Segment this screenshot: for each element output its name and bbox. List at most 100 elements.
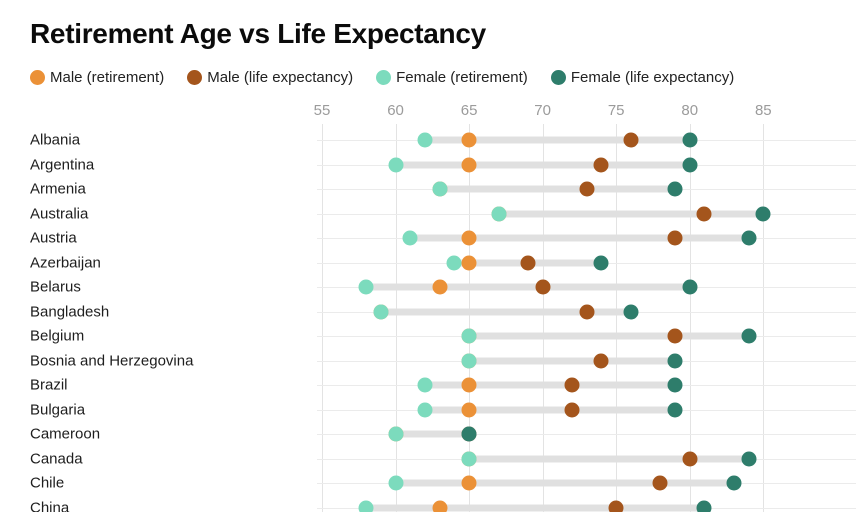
- dot-female-life-expectancy: [461, 426, 477, 442]
- dot-male-life-expectancy: [682, 451, 698, 466]
- dot-male-retirement: [432, 279, 448, 295]
- dot-female-life-expectancy: [696, 500, 712, 512]
- country-label: Bulgaria: [30, 401, 86, 418]
- country-label: Argentina: [30, 156, 95, 173]
- dot-male-life-expectancy: [564, 377, 580, 393]
- dot-female-life-expectancy: [593, 255, 609, 270]
- dot-female-retirement: [388, 475, 404, 491]
- dot-female-life-expectancy: [667, 353, 683, 368]
- dumbbell-bar: [424, 136, 690, 144]
- chart-title: Retirement Age vs Life Expectancy: [30, 18, 486, 49]
- dumbbell-bar: [366, 283, 690, 291]
- dumbbell-bar: [469, 332, 749, 340]
- x-gridline: [689, 124, 691, 512]
- legend-dot-female-retirement: [376, 70, 392, 85]
- dot-female-retirement: [417, 132, 433, 148]
- dot-female-life-expectancy: [741, 328, 757, 344]
- dot-male-retirement: [461, 255, 477, 270]
- country-label: Bangladesh: [30, 303, 110, 320]
- legend-item-male-retirement: Male (retirement): [30, 69, 164, 86]
- dot-male-life-expectancy: [593, 353, 609, 368]
- dot-female-retirement: [432, 181, 448, 197]
- dumbbell-bar: [395, 161, 690, 168]
- legend-dot-male-life-expectancy: [187, 70, 203, 85]
- dumbbell-bar: [469, 455, 749, 462]
- legend-dot-male-retirement: [30, 70, 45, 85]
- dot-male-life-expectancy: [593, 157, 609, 172]
- dot-female-retirement: [461, 353, 477, 368]
- dumbbell-bar: [424, 406, 676, 413]
- dot-male-life-expectancy: [652, 475, 668, 491]
- dot-male-retirement: [432, 500, 448, 512]
- dumbbell-bar: [380, 308, 631, 315]
- dot-female-retirement: [461, 328, 477, 344]
- country-label: Albania: [30, 131, 81, 149]
- dot-male-life-expectancy: [623, 132, 639, 148]
- dot-male-retirement: [461, 475, 477, 491]
- dot-female-retirement: [417, 377, 433, 393]
- dot-female-retirement: [461, 451, 477, 466]
- x-tick-label: 80: [681, 102, 699, 119]
- dot-female-retirement: [358, 500, 374, 512]
- dot-female-life-expectancy: [623, 304, 639, 319]
- dot-male-life-expectancy: [579, 181, 595, 197]
- dumbbell-bar: [469, 357, 676, 364]
- country-label: Austria: [30, 229, 77, 247]
- dot-male-life-expectancy: [696, 206, 712, 221]
- x-gridline: [322, 124, 323, 512]
- dot-female-retirement: [491, 206, 507, 221]
- x-gridline: [469, 124, 471, 512]
- dot-female-life-expectancy: [741, 230, 757, 246]
- x-tick-label: 65: [460, 102, 478, 119]
- dot-female-retirement: [373, 304, 389, 319]
- dot-male-retirement: [461, 157, 477, 172]
- dumbbell-bar: [395, 430, 470, 438]
- legend-label: Female (retirement): [396, 69, 528, 86]
- dot-male-life-expectancy: [579, 304, 595, 319]
- legend-dot-female-life-expectancy: [550, 70, 566, 85]
- legend-label: Male (life expectancy): [207, 69, 354, 86]
- dot-male-retirement: [461, 132, 477, 148]
- country-label: Cameroon: [30, 425, 101, 443]
- dot-female-retirement: [417, 402, 433, 417]
- dot-male-retirement: [461, 377, 477, 393]
- legend: Male (retirement) Male (life expectancy) F…: [30, 69, 734, 86]
- legend-item-male-life-expectancy: Male (life expectancy): [187, 69, 353, 86]
- country-label: Belarus: [30, 278, 81, 296]
- dot-female-life-expectancy: [667, 181, 683, 197]
- country-label: China: [30, 499, 70, 512]
- dot-female-life-expectancy: [667, 377, 683, 393]
- x-gridline: [542, 124, 544, 512]
- dumbbell-bar: [498, 210, 764, 217]
- dot-male-retirement: [461, 230, 477, 246]
- dot-male-retirement: [461, 402, 477, 417]
- dot-female-life-expectancy: [755, 206, 771, 221]
- dumbbell-bar: [439, 185, 676, 193]
- x-tick-label: 75: [607, 102, 625, 119]
- dot-male-life-expectancy: [608, 500, 624, 512]
- legend-item-female-life-expectancy: Female (life expectancy): [550, 69, 734, 86]
- country-label: Armenia: [30, 180, 86, 198]
- dot-female-life-expectancy: [682, 279, 698, 295]
- dot-female-retirement: [388, 426, 404, 442]
- legend-item-female-retirement: Female (retirement): [376, 69, 528, 86]
- dot-female-retirement: [388, 157, 404, 172]
- legend-label: Male (retirement): [50, 69, 165, 86]
- dot-male-life-expectancy: [520, 255, 536, 270]
- x-gridline: [395, 124, 397, 512]
- country-label: Australia: [30, 205, 89, 222]
- dumbbell-bar: [424, 381, 676, 389]
- dot-female-life-expectancy: [682, 132, 698, 148]
- country-label: Belgium: [30, 327, 85, 345]
- dumbbell-bar: [366, 504, 705, 511]
- dot-female-life-expectancy: [682, 157, 698, 172]
- country-label: Brazil: [30, 376, 68, 394]
- x-tick-label: 70: [534, 102, 551, 119]
- x-gridline: [763, 124, 765, 512]
- dot-female-life-expectancy: [667, 402, 683, 417]
- dumbbell-bar: [410, 234, 749, 242]
- country-label: Canada: [30, 450, 83, 467]
- country-label: Bosnia and Herzegovina: [30, 352, 194, 369]
- row-gridline: [317, 434, 856, 435]
